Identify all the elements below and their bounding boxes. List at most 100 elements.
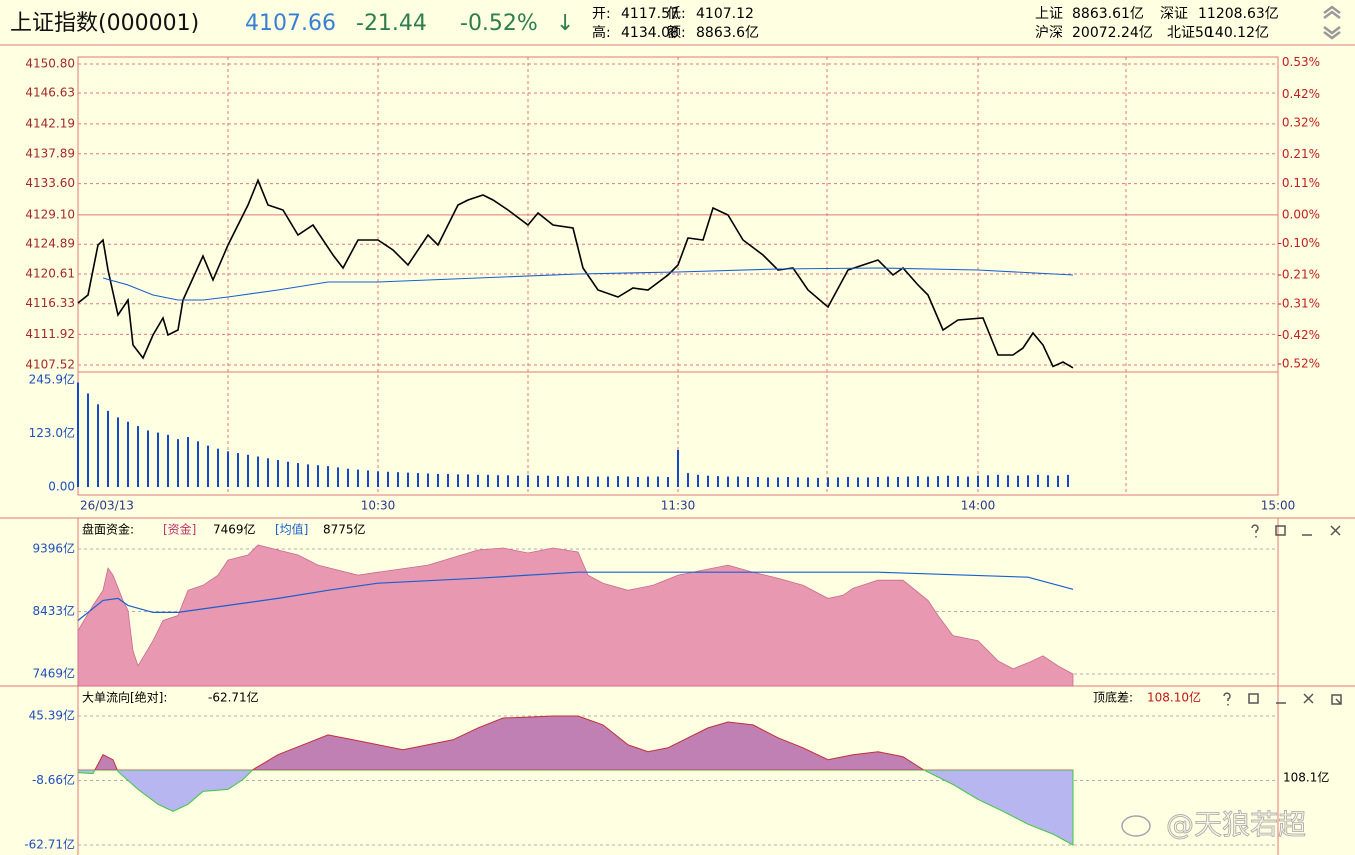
volume-bar xyxy=(297,463,299,487)
volume-bar xyxy=(117,417,119,487)
y-tick-label: 4120.61 xyxy=(25,266,75,280)
volume-bar xyxy=(1067,474,1069,487)
volume-bar xyxy=(1057,475,1059,487)
x-tick-label: 14:00 xyxy=(961,499,996,513)
volume-bar xyxy=(897,476,899,487)
y-tick-label: 4150.80 xyxy=(25,57,75,71)
volume-bar xyxy=(817,477,819,487)
volume-bar xyxy=(487,474,489,487)
spread-label: 顶底差: xyxy=(1093,690,1133,705)
volume-bar xyxy=(587,476,589,487)
y2-tick-label: 0.53% xyxy=(1282,55,1320,69)
volume-bar xyxy=(457,474,459,487)
panel-title: 盘面资金: xyxy=(82,522,134,537)
volume-bar xyxy=(997,474,999,487)
volume-bar xyxy=(747,476,749,487)
volume-bar xyxy=(347,468,349,487)
volume-bar xyxy=(807,477,809,487)
volume-bar xyxy=(407,472,409,487)
y2-tick-label: 0.21% xyxy=(1282,147,1320,161)
volume-bar xyxy=(337,467,339,487)
volume-bar xyxy=(927,476,929,487)
volume-bar xyxy=(207,445,209,487)
right-label: 108.1亿 xyxy=(1283,770,1329,785)
y-tick-label: 4137.89 xyxy=(25,146,75,160)
volume-bar xyxy=(677,450,679,487)
scroll-down[interactable] xyxy=(1323,26,1341,40)
y2-tick-label: -0.52% xyxy=(1278,357,1320,371)
volume-bar xyxy=(137,426,139,487)
quote-label: 额: xyxy=(667,25,686,41)
y-tick-label: 123.0亿 xyxy=(29,425,75,440)
volume-bar xyxy=(767,477,769,487)
maximize-button[interactable] xyxy=(1275,525,1286,536)
price-line xyxy=(102,267,1074,301)
volume-bar xyxy=(697,474,699,487)
x-tick-label: 11:30 xyxy=(661,499,696,513)
panel-title: 大单流向[绝对]: xyxy=(82,690,167,705)
fund-average-line xyxy=(77,571,1074,621)
volume-bar xyxy=(427,473,429,487)
volume-bar xyxy=(417,473,419,487)
volume-bar xyxy=(827,477,829,487)
quote-value: 4107.12 xyxy=(696,6,754,22)
y-tick-label: 4146.63 xyxy=(25,86,75,100)
volume-bar xyxy=(687,473,689,487)
legend-name: [资金] xyxy=(163,522,196,537)
legend-value: 8775亿 xyxy=(323,522,366,537)
volume-bar xyxy=(617,476,619,487)
volume-bar xyxy=(517,475,519,487)
volume-bar xyxy=(917,476,919,487)
volume-bar xyxy=(437,473,439,487)
market-label: 沪深 xyxy=(1035,25,1063,41)
volume-bar xyxy=(937,476,939,487)
volume-bar xyxy=(877,476,879,487)
volume-bar xyxy=(447,473,449,487)
volume-bar xyxy=(387,471,389,487)
scroll-buttons[interactable] xyxy=(1323,5,1341,40)
panel-buttons[interactable] xyxy=(1223,692,1342,706)
volume-bar xyxy=(857,477,859,487)
volume-bar xyxy=(527,475,529,487)
help-button[interactable] xyxy=(1251,524,1259,538)
panel-buttons[interactable] xyxy=(1251,524,1341,538)
scroll-up[interactable] xyxy=(1323,5,1341,19)
y-tick-label: -62.71亿 xyxy=(24,836,75,851)
change: -21.44 xyxy=(356,11,427,36)
volume-bar xyxy=(1047,475,1049,487)
y2-tick-label: -0.10% xyxy=(1278,236,1320,250)
y2-tick-label: -0.21% xyxy=(1278,268,1320,282)
volume-bar xyxy=(837,477,839,487)
close-button[interactable] xyxy=(1330,525,1341,536)
fund-area xyxy=(77,544,1074,687)
market-value: 140.12亿 xyxy=(1206,25,1269,41)
close-button[interactable] xyxy=(1303,693,1314,704)
volume-bar xyxy=(637,476,639,487)
y-tick-label: 4129.10 xyxy=(25,207,75,221)
quote-value: 4134.08 xyxy=(621,25,679,41)
flow-area-positive xyxy=(78,715,1074,771)
volume-bar xyxy=(1007,475,1009,487)
volume-bar xyxy=(797,477,799,487)
y-tick-label: 4116.33 xyxy=(25,296,75,310)
volume-bar xyxy=(477,474,479,487)
volume-bar xyxy=(757,476,759,487)
settings-button[interactable] xyxy=(1331,694,1342,705)
volume-bar xyxy=(1037,474,1039,487)
y2-tick-label: -0.42% xyxy=(1278,328,1320,342)
volume-bar xyxy=(167,434,169,487)
help-button[interactable] xyxy=(1223,692,1231,706)
maximize-button[interactable] xyxy=(1248,693,1259,704)
volume-bar xyxy=(557,476,559,487)
volume-bar xyxy=(257,456,259,487)
volume-bar xyxy=(377,471,379,487)
market-value: 11208.63亿 xyxy=(1198,6,1279,22)
volume-bar xyxy=(1017,475,1019,487)
y-tick-label: 8433亿 xyxy=(32,603,75,618)
legend-name: [均值] xyxy=(275,522,308,537)
volume-bar xyxy=(277,460,279,487)
volume-bar xyxy=(647,476,649,487)
index-title: 上证指数(000001) xyxy=(10,11,199,36)
volume-bar xyxy=(607,476,609,487)
volume-bar xyxy=(467,474,469,487)
